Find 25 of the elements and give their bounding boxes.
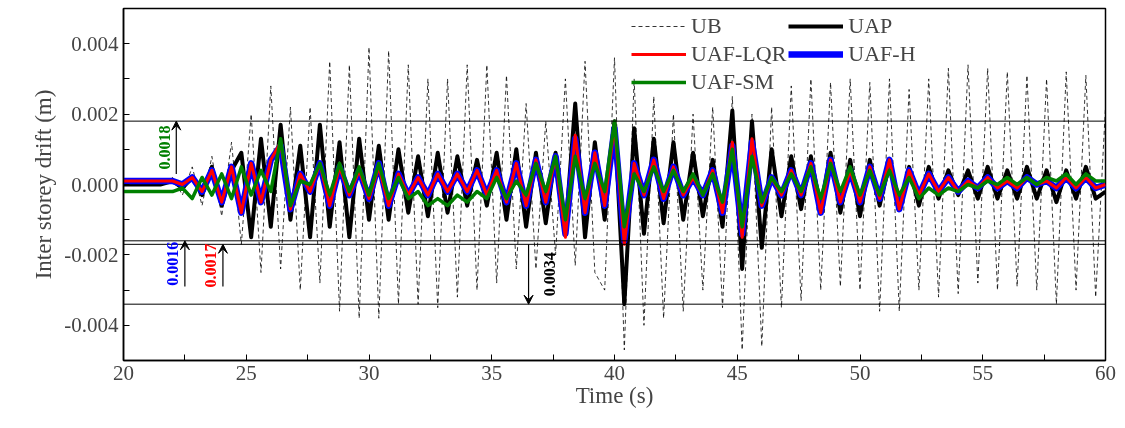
annotation: 0.0017 xyxy=(202,243,220,288)
y-tick-label: 0.002 xyxy=(71,102,119,127)
x-tick-label: 40 xyxy=(604,360,625,385)
legend-label: UAF-LQR xyxy=(691,41,787,67)
x-tick-label: 25 xyxy=(235,360,257,385)
legend-label: UB xyxy=(691,13,722,39)
legend-label: UAF-SM xyxy=(691,69,775,95)
y-tick-label: -0.004 xyxy=(64,313,119,338)
x-axis-title: Time (s) xyxy=(575,382,654,408)
y-tick-label: -0.002 xyxy=(64,242,119,267)
annotation: 0.0034 xyxy=(541,252,559,297)
annotation: 0.0018 xyxy=(155,125,173,170)
x-tick-label: 30 xyxy=(358,360,380,385)
legend-label: UAF-H xyxy=(848,41,916,67)
x-tick-label: 45 xyxy=(726,360,748,385)
y-axis-title: Inter storey drift (m) xyxy=(31,89,57,280)
y-tick-label: 0.000 xyxy=(71,172,119,197)
x-tick-label: 50 xyxy=(849,360,871,385)
legend-label: UAP xyxy=(848,13,893,39)
x-tick-label: 20 xyxy=(113,360,134,385)
y-tick-label: 0.004 xyxy=(71,31,119,56)
x-tick-label: 60 xyxy=(1095,360,1116,385)
x-tick-label: 55 xyxy=(972,360,994,385)
x-tick-label: 35 xyxy=(481,360,503,385)
annotation: 0.0016 xyxy=(164,241,182,286)
